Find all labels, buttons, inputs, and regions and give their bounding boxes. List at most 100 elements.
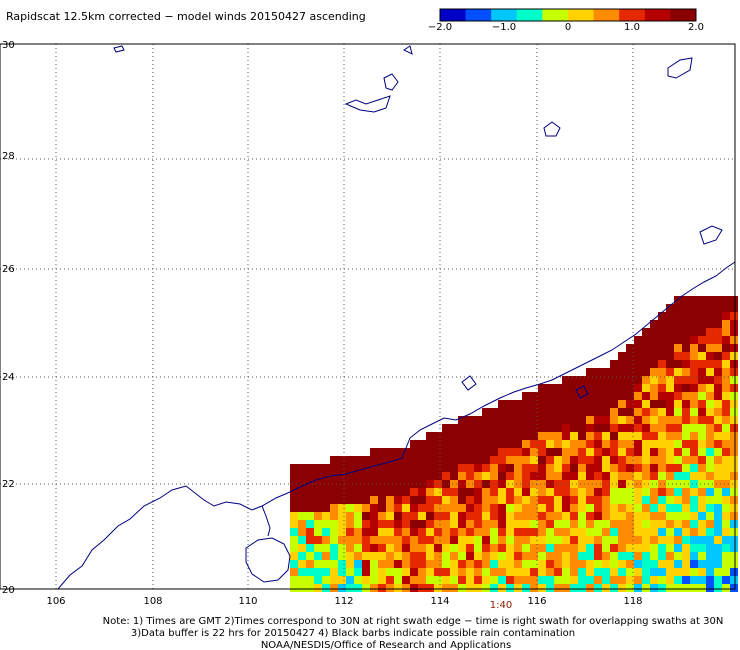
swath-cell: [626, 520, 634, 528]
swath-cell: [490, 536, 498, 544]
swath-cell: [618, 528, 626, 536]
swath-cell: [610, 536, 618, 544]
swath-cell: [482, 432, 490, 440]
swath-cell: [546, 440, 554, 448]
swath-cell: [602, 576, 610, 584]
swath-cell: [698, 544, 706, 552]
swath-cell: [410, 456, 418, 464]
swath-cell: [338, 568, 346, 576]
swath-cell: [594, 456, 602, 464]
swath-cell: [554, 576, 562, 584]
swath-cell: [474, 432, 482, 440]
swath-cell: [650, 344, 658, 352]
swath-cell: [522, 496, 530, 504]
swath-cell: [498, 408, 506, 416]
swath-cell: [442, 504, 450, 512]
swath-cell: [618, 560, 626, 568]
swath-cell: [626, 488, 634, 496]
swath-cell: [338, 472, 346, 480]
swath-cell: [402, 488, 410, 496]
swath-cell: [682, 352, 690, 360]
swath-cell: [650, 480, 658, 488]
swath-cell: [426, 464, 434, 472]
swath-cell: [658, 312, 666, 320]
swath-cell: [586, 376, 594, 384]
swath-cell: [666, 368, 674, 376]
swath-cell: [306, 488, 314, 496]
swath-cell: [450, 584, 458, 592]
swath-cell: [586, 440, 594, 448]
swath-cell: [490, 544, 498, 552]
swath-cell: [298, 560, 306, 568]
swath-cell: [706, 384, 714, 392]
swath-cell: [442, 496, 450, 504]
swath-cell: [578, 552, 586, 560]
swath-cell: [586, 472, 594, 480]
swath-cell: [578, 496, 586, 504]
swath-cell: [530, 552, 538, 560]
swath-cell: [346, 568, 354, 576]
swath-cell: [650, 536, 658, 544]
swath-cell: [562, 488, 570, 496]
swath-cell: [434, 584, 442, 592]
colorbar-tick-label: −2.0: [428, 22, 452, 33]
swath-cell: [450, 488, 458, 496]
colorbar-segment: [670, 9, 697, 21]
swath-cell: [314, 496, 322, 504]
swath-cell: [722, 536, 730, 544]
swath-cell: [594, 384, 602, 392]
swath-cell: [450, 544, 458, 552]
swath-cell: [570, 432, 578, 440]
swath-cell: [394, 472, 402, 480]
swath-cell: [506, 496, 514, 504]
colorbar-tick-label: 2.0: [688, 22, 704, 33]
swath-cell: [714, 392, 722, 400]
swath-cell: [306, 480, 314, 488]
swath-cell: [306, 584, 314, 592]
swath-cell: [522, 512, 530, 520]
swath-cell: [394, 496, 402, 504]
swath-cell: [442, 536, 450, 544]
swath-cell: [490, 464, 498, 472]
swath-cell: [506, 552, 514, 560]
swath-cell: [378, 448, 386, 456]
swath-cell: [586, 424, 594, 432]
swath-cell: [394, 576, 402, 584]
swath-cell: [642, 504, 650, 512]
swath-cell: [722, 520, 730, 528]
swath-cell: [482, 568, 490, 576]
swath-cell: [506, 472, 514, 480]
swath-cell: [538, 488, 546, 496]
swath-cell: [466, 432, 474, 440]
swath-cell: [370, 584, 378, 592]
swath-cell: [498, 400, 506, 408]
swath-cell: [666, 448, 674, 456]
swath-cell: [418, 520, 426, 528]
swath-cell: [586, 560, 594, 568]
swath-cell: [602, 496, 610, 504]
swath-cell: [306, 464, 314, 472]
swath-cell: [554, 448, 562, 456]
swath-cell: [490, 560, 498, 568]
swath-cell: [698, 440, 706, 448]
swath-cell: [418, 568, 426, 576]
swath-cell: [594, 472, 602, 480]
swath-cell: [690, 464, 698, 472]
swath-cell: [562, 472, 570, 480]
swath-cell: [522, 448, 530, 456]
swath-cell: [410, 464, 418, 472]
latitude-label: 28: [2, 151, 15, 162]
swath-cell: [698, 296, 706, 304]
swath-cell: [642, 368, 650, 376]
swath-cell: [354, 536, 362, 544]
swath-cell: [682, 464, 690, 472]
swath-cell: [458, 464, 466, 472]
swath-cell: [378, 552, 386, 560]
swath-cell: [690, 480, 698, 488]
swath-cell: [634, 344, 642, 352]
swath-cell: [522, 480, 530, 488]
swath-cell: [586, 456, 594, 464]
swath-cell: [570, 448, 578, 456]
swath-cell: [674, 384, 682, 392]
swath-cell: [698, 576, 706, 584]
